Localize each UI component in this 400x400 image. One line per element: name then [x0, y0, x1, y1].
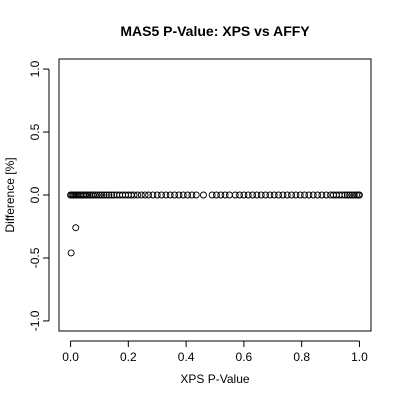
data-point: [137, 191, 145, 199]
data-point: [199, 191, 207, 199]
data-point: [301, 191, 309, 199]
data-point: [130, 191, 138, 199]
data-point: [188, 191, 196, 199]
data-point: [162, 191, 170, 199]
data-point: [253, 191, 261, 199]
data-point: [257, 191, 265, 199]
x-tick-label: 0.2: [120, 350, 137, 364]
data-point: [343, 191, 351, 199]
data-point: [105, 191, 113, 199]
data-point: [158, 191, 166, 199]
chart-title: MAS5 P-Value: XPS vs AFFY: [120, 23, 310, 39]
data-point: [240, 191, 248, 199]
data-point: [283, 191, 291, 199]
data-point: [346, 191, 354, 199]
data-point: [102, 191, 110, 199]
data-point: [221, 191, 229, 199]
data-point: [179, 191, 187, 199]
data-point: [175, 191, 183, 199]
data-point: [134, 191, 142, 199]
y-axis-label: Difference [%]: [3, 157, 17, 232]
data-point: [322, 191, 330, 199]
data-point: [108, 191, 116, 199]
y-tick-label: 0.5: [28, 123, 42, 140]
y-tick-label: -0.5: [28, 247, 42, 268]
data-point: [338, 191, 346, 199]
data-point: [184, 191, 192, 199]
data-point: [153, 191, 161, 199]
x-tick-label: 1.0: [351, 350, 368, 364]
data-point: [84, 191, 92, 199]
y-tick-label: -1.0: [28, 310, 42, 331]
data-points: [67, 191, 363, 257]
plot-frame: [58, 58, 372, 332]
outlier-point: [72, 224, 80, 232]
data-point: [225, 191, 233, 199]
data-point: [208, 191, 216, 199]
data-point: [166, 191, 174, 199]
data-point: [341, 191, 349, 199]
data-point: [275, 191, 283, 199]
x-axis: 0.0 0.2 0.4 0.6 0.8 1.0: [62, 340, 368, 364]
data-point: [262, 191, 270, 199]
data-point: [288, 191, 296, 199]
data-point: [93, 191, 101, 199]
x-axis-label: XPS P-Value: [180, 372, 249, 386]
data-point: [314, 191, 322, 199]
data-point: [171, 191, 179, 199]
data-point: [296, 191, 304, 199]
data-point: [305, 191, 313, 199]
data-point: [266, 191, 274, 199]
data-point: [145, 191, 153, 199]
x-tick-label: 0.4: [178, 350, 195, 364]
y-axis: -1.0 -0.5 0.0 0.5 1.0: [28, 60, 50, 331]
outlier-point: [67, 249, 75, 257]
data-point: [192, 191, 200, 199]
y-tick-label: 1.0: [28, 60, 42, 77]
data-point: [353, 191, 361, 199]
x-tick-label: 0.6: [236, 350, 253, 364]
data-point: [141, 191, 149, 199]
x-tick-label: 0.0: [62, 350, 79, 364]
data-point: [355, 191, 363, 199]
data-point: [309, 191, 317, 199]
data-point: [98, 191, 106, 199]
data-point: [149, 191, 157, 199]
data-point: [350, 191, 358, 199]
data-point: [318, 191, 326, 199]
data-point: [91, 191, 99, 199]
x-tick-label: 0.8: [293, 350, 310, 364]
data-point: [86, 191, 94, 199]
data-point: [279, 191, 287, 199]
data-point: [236, 191, 244, 199]
data-point: [100, 191, 108, 199]
data-point: [292, 191, 300, 199]
data-point: [244, 191, 252, 199]
data-point: [270, 191, 278, 199]
data-point: [95, 191, 103, 199]
data-point: [217, 191, 225, 199]
data-point: [231, 191, 239, 199]
data-point: [249, 191, 257, 199]
data-point: [212, 191, 220, 199]
y-tick-label: 0.0: [28, 186, 42, 203]
